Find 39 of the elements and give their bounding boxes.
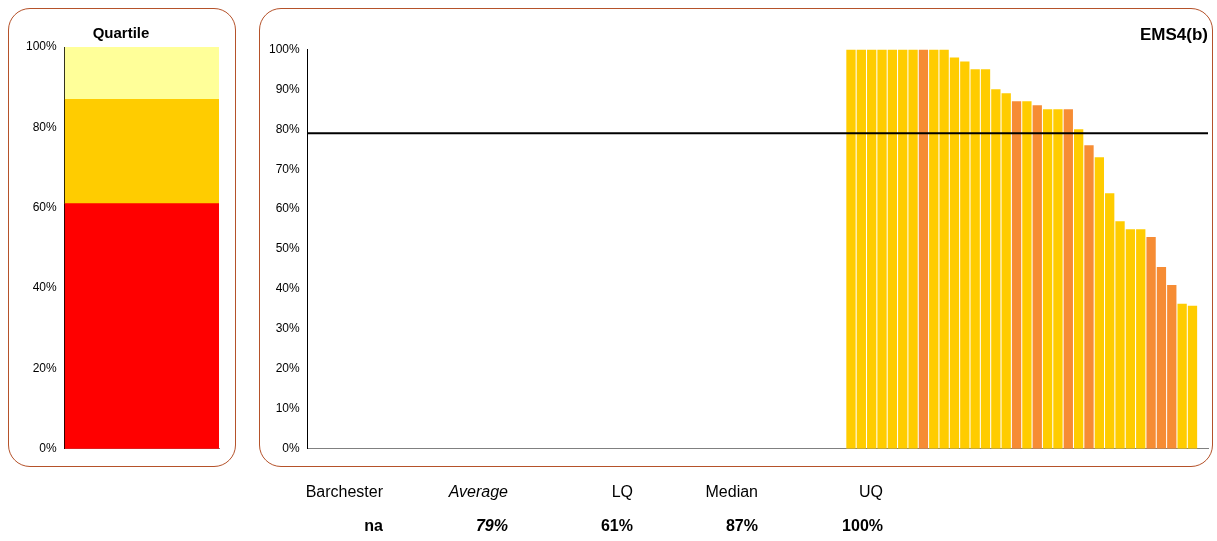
bar: [1084, 145, 1094, 449]
text: Median: [704, 483, 758, 501]
text: 61%: [599, 517, 633, 535]
y-tick-label: 20%: [32, 360, 58, 375]
y-tick-label: 20%: [275, 361, 301, 376]
y-tick-label: 70%: [275, 161, 301, 176]
chart-title: EMS4(b): [1140, 24, 1208, 44]
bar: [1063, 109, 1073, 449]
y-tick-label: 30%: [275, 321, 301, 336]
text: Barchester: [304, 483, 383, 501]
y-tick-label: 0%: [282, 441, 301, 456]
y-tick-label: 50%: [275, 241, 301, 256]
y-tick-label: 10%: [275, 401, 301, 416]
text: 87%: [724, 517, 758, 535]
y-tick-label: 90%: [275, 81, 301, 96]
text: UQ: [858, 483, 883, 501]
y-tick-label: 40%: [275, 281, 301, 296]
bar: [1032, 105, 1042, 449]
bar: [64, 203, 219, 449]
y-tick-label: 60%: [275, 201, 301, 216]
bar: [918, 49, 929, 449]
bar: [1011, 101, 1022, 449]
y-tick-label: 40%: [32, 280, 58, 295]
text: 79%: [474, 517, 508, 535]
chart-title: Quartile: [92, 24, 150, 42]
y-tick-label: 0%: [39, 441, 58, 456]
y-tick-label: 100%: [25, 39, 58, 54]
y-tick-label: 80%: [32, 119, 58, 134]
text: na: [363, 517, 383, 535]
text: LQ: [610, 483, 633, 501]
y-tick-label: 100%: [268, 41, 301, 56]
y-tick-label: 60%: [32, 200, 58, 215]
text: 100%: [841, 517, 883, 535]
bar: [64, 47, 219, 100]
bar: [1022, 101, 1032, 449]
bar: [64, 98, 219, 205]
bar: [1073, 129, 1084, 449]
text: Average: [447, 483, 508, 501]
y-tick-label: 80%: [275, 121, 301, 136]
